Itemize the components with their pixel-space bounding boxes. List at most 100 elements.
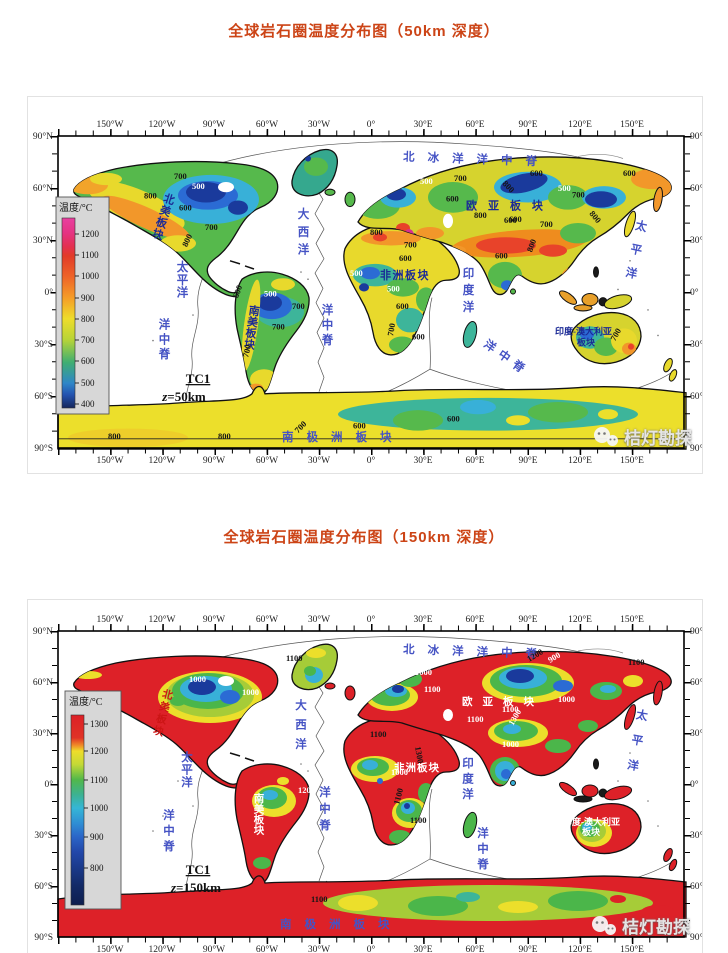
axis-tick-label: 30°S	[34, 339, 53, 350]
atlantic-label: 大西洋	[297, 207, 310, 261]
legend-tick-label: 600	[81, 356, 95, 366]
contour-label: 600	[446, 193, 459, 203]
indo-australia-plate-label-1: 印度-澳大利亚	[555, 325, 612, 336]
contour-label: 500	[387, 283, 400, 293]
axis-tick-label: 60°E	[465, 455, 484, 466]
indo-australia-plate-label-2: 板块	[577, 337, 596, 348]
contour-label: 600	[399, 253, 412, 263]
figure1-title: 全球岩石圈温度分布图（50km 深度）	[228, 23, 500, 40]
contour-label: 600	[179, 203, 192, 213]
axis-tick-label: 90°S	[34, 932, 53, 943]
map2-lon-axis-top: 150°W 120°W 90°W 60°W 30°W 0° 30°E 60°E …	[96, 614, 644, 625]
axis-tick-label: 60°S	[690, 881, 702, 892]
axis-tick-label: 90°E	[518, 455, 537, 466]
contour-label: 800	[108, 431, 121, 441]
legend-colorbar	[70, 714, 85, 906]
islands	[229, 680, 678, 872]
map2-lat-axis-left: 90°N 60°N 30°N 0° 30°S 60°S 90°S	[33, 626, 53, 943]
map1-world-art: 北冰洋洋中脊 太平洋 洋中脊 大西洋 洋中脊 印度洋 洋中脊 太平洋 北美板块 …	[57, 136, 687, 450]
south-america-patches	[252, 777, 296, 869]
axis-tick-label: 150°E	[620, 119, 644, 130]
pacific-west-label: 太平洋	[180, 750, 194, 788]
axis-tick-label: 90°N	[33, 626, 53, 637]
axis-tick-label: 60°E	[465, 614, 484, 625]
contour-label: 800	[474, 210, 487, 220]
contour-label: 1000	[502, 739, 519, 749]
contour-label: 600	[504, 215, 517, 225]
contour-label: 600	[530, 168, 543, 178]
contour-label: 700	[174, 171, 187, 181]
africa-plate-label: 非洲板块	[380, 268, 430, 282]
map2-lat-axis-right: 90°N 60°N 30°N 0° 30°S 60°S 90°S	[690, 626, 702, 943]
contour-label: 1100	[628, 657, 645, 667]
axis-tick-label: 30°W	[308, 614, 330, 625]
axis-tick-label: 30°W	[308, 455, 330, 466]
contour-label: 800	[218, 431, 231, 441]
contour-label: 600	[509, 214, 522, 224]
contour-label: 1000	[391, 767, 408, 777]
contour-label: 1000	[558, 694, 575, 704]
contour-label: 1100	[502, 704, 519, 714]
axis-tick-label: 30°W	[308, 944, 330, 953]
contour-label: 700	[272, 321, 285, 331]
axis-tick-label: 90°S	[690, 932, 702, 943]
legend-tick-label: 1000	[81, 271, 100, 281]
north-america-patches	[73, 172, 259, 256]
antarctica-plate-label: 南极洲板块	[282, 430, 404, 444]
contour-label: 600	[396, 301, 409, 311]
contour-label: 1000	[242, 687, 259, 697]
model-name: TC1	[186, 371, 211, 386]
axis-tick-label: 60°E	[465, 944, 484, 953]
axis-tick-label: 90°E	[518, 119, 537, 130]
axis-tick-label: 30°E	[413, 119, 432, 130]
contour-label: 600	[353, 420, 366, 430]
watermark: 桔灯勘探	[592, 424, 692, 449]
south-america-patches	[241, 278, 304, 392]
axis-tick-label: 150°E	[620, 944, 644, 953]
axis-tick-label: 30°S	[34, 830, 53, 841]
axis-tick-label: 60°N	[33, 183, 53, 194]
arctic-ridge-label: 北冰洋洋中脊	[403, 149, 550, 168]
contour-label: 800	[144, 190, 157, 200]
axis-tick-label: 0°	[367, 944, 376, 953]
axis-tick-label: 90°N	[33, 131, 53, 142]
contour-label: 500	[558, 183, 571, 193]
axis-tick-label: 120°W	[148, 614, 175, 625]
axis-tick-label: 150°W	[96, 119, 123, 130]
contour-label: 700	[454, 173, 467, 183]
axis-tick-label: 30°S	[690, 339, 702, 350]
axis-tick-label: 120°E	[568, 944, 592, 953]
map1-legend: 温度/°C 1200 1100 1000 900 800 700 600 500…	[55, 196, 110, 415]
legend-tick-label: 800	[81, 314, 95, 324]
legend-tick-label: 1000	[90, 803, 109, 813]
atlantic-ridge-label: 洋中脊	[318, 785, 332, 835]
legend-title: 温度/°C	[69, 695, 103, 708]
contour-label: 800	[370, 227, 383, 237]
indian-ocean-label: 印度洋	[461, 757, 474, 804]
contour-label: 1100	[467, 714, 484, 724]
pacific-west-label: 太平洋	[176, 260, 189, 299]
axis-tick-label: 120°E	[568, 455, 592, 466]
axis-tick-label: 30°N	[690, 235, 702, 246]
axis-tick-label: 120°W	[148, 455, 175, 466]
contour-label: 700	[205, 222, 218, 232]
axis-tick-label: 60°N	[690, 183, 702, 194]
pacific-ridge-label: 洋中脊	[158, 317, 172, 362]
contour-label: 700	[404, 239, 417, 249]
contour-label: 700	[385, 322, 397, 337]
axis-tick-label: 90°W	[203, 119, 225, 130]
axis-tick-label: 60°W	[256, 614, 278, 625]
axis-tick-label: 30°N	[690, 728, 702, 739]
axis-tick-label: 150°W	[96, 614, 123, 625]
antarctica-patches	[323, 885, 676, 921]
axis-tick-label: 30°W	[308, 119, 330, 130]
model-name: TC1	[186, 862, 211, 877]
axis-tick-label: 30°N	[33, 728, 53, 739]
contour-label: 600	[495, 251, 508, 261]
legend-tick-label: 900	[90, 832, 104, 842]
legend-tick-label: 1200	[90, 746, 109, 756]
africa-plate-label: 非洲板块	[394, 761, 440, 774]
contour-label: 1100	[424, 684, 441, 694]
axis-tick-label: 90°N	[690, 626, 702, 637]
